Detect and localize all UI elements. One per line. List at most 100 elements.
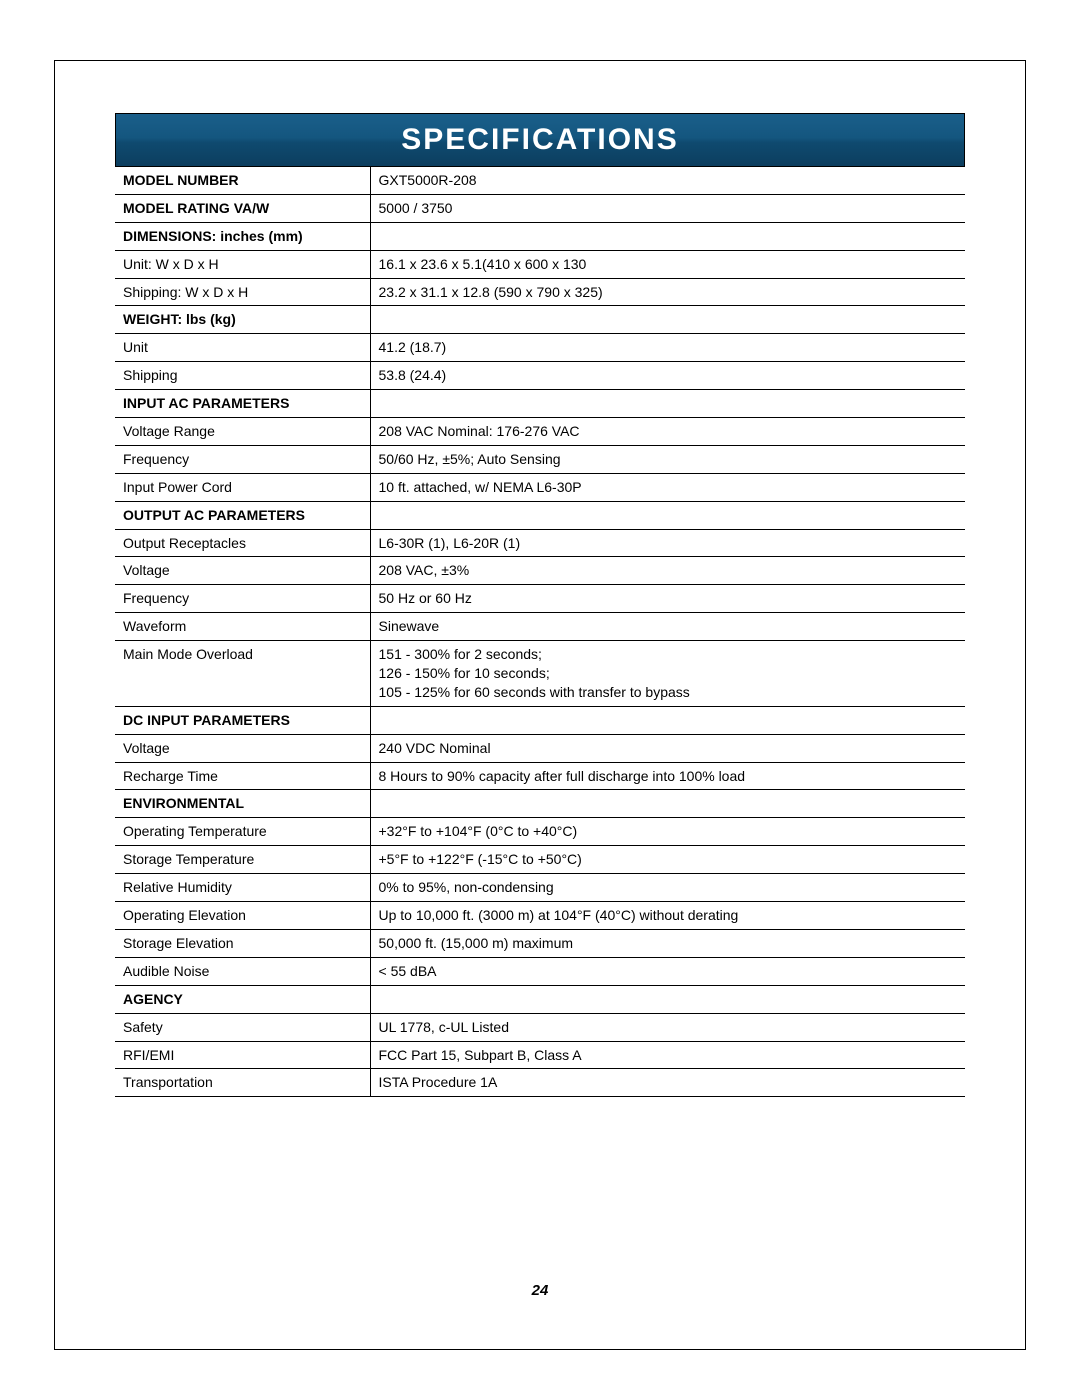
spec-value: 50/60 Hz, ±5%; Auto Sensing <box>370 445 965 473</box>
spec-value: Sinewave <box>370 613 965 641</box>
spec-label: Transportation <box>115 1069 370 1097</box>
specifications-table: MODEL NUMBERGXT5000R-208MODEL RATING VA/… <box>115 167 965 1097</box>
spec-label: Waveform <box>115 613 370 641</box>
table-row: WEIGHT: lbs (kg) <box>115 306 965 334</box>
table-row: Audible Noise< 55 dBA <box>115 957 965 985</box>
spec-value: 16.1 x 23.6 x 5.1(410 x 600 x 130 <box>370 250 965 278</box>
spec-value: 208 VAC, ±3% <box>370 557 965 585</box>
spec-label: Input Power Cord <box>115 473 370 501</box>
table-row: Unit: W x D x H16.1 x 23.6 x 5.1(410 x 6… <box>115 250 965 278</box>
page-frame: SPECIFICATIONS MODEL NUMBERGXT5000R-208M… <box>54 60 1026 1350</box>
spec-label: Operating Temperature <box>115 818 370 846</box>
table-row: RFI/EMIFCC Part 15, Subpart B, Class A <box>115 1041 965 1069</box>
table-row: MODEL NUMBERGXT5000R-208 <box>115 167 965 194</box>
table-row: Operating Temperature+32°F to +104°F (0°… <box>115 818 965 846</box>
spec-label: Operating Elevation <box>115 902 370 930</box>
spec-label: RFI/EMI <box>115 1041 370 1069</box>
spec-label: Main Mode Overload <box>115 641 370 707</box>
spec-label: Safety <box>115 1013 370 1041</box>
table-row: Input Power Cord10 ft. attached, w/ NEMA… <box>115 473 965 501</box>
table-row: DC INPUT PARAMETERS <box>115 706 965 734</box>
spec-value: 41.2 (18.7) <box>370 334 965 362</box>
spec-label: Audible Noise <box>115 957 370 985</box>
table-row: DIMENSIONS: inches (mm) <box>115 222 965 250</box>
spec-label: MODEL RATING VA/W <box>115 194 370 222</box>
spec-value <box>370 501 965 529</box>
spec-value: 5000 / 3750 <box>370 194 965 222</box>
spec-label: Unit: W x D x H <box>115 250 370 278</box>
spec-label: Unit <box>115 334 370 362</box>
spec-value: ISTA Procedure 1A <box>370 1069 965 1097</box>
table-row: MODEL RATING VA/W5000 / 3750 <box>115 194 965 222</box>
table-row: SafetyUL 1778, c-UL Listed <box>115 1013 965 1041</box>
spec-value <box>370 985 965 1013</box>
table-row: TransportationISTA Procedure 1A <box>115 1069 965 1097</box>
spec-value: < 55 dBA <box>370 957 965 985</box>
spec-value: 151 - 300% for 2 seconds;126 - 150% for … <box>370 641 965 707</box>
table-row: Voltage Range208 VAC Nominal: 176-276 VA… <box>115 418 965 446</box>
spec-value <box>370 306 965 334</box>
spec-value: 53.8 (24.4) <box>370 362 965 390</box>
spec-label: Shipping <box>115 362 370 390</box>
spec-value <box>370 790 965 818</box>
spec-value: +5°F to +122°F (-15°C to +50°C) <box>370 846 965 874</box>
spec-value: 50 Hz or 60 Hz <box>370 585 965 613</box>
table-row: Recharge Time8 Hours to 90% capacity aft… <box>115 762 965 790</box>
spec-value: 23.2 x 31.1 x 12.8 (590 x 790 x 325) <box>370 278 965 306</box>
table-row: Relative Humidity0% to 95%, non-condensi… <box>115 874 965 902</box>
table-row: Storage Elevation50,000 ft. (15,000 m) m… <box>115 929 965 957</box>
spec-label: Voltage Range <box>115 418 370 446</box>
content-area: SPECIFICATIONS MODEL NUMBERGXT5000R-208M… <box>55 61 1025 1097</box>
spec-value: Up to 10,000 ft. (3000 m) at 104°F (40°C… <box>370 902 965 930</box>
spec-label: Frequency <box>115 585 370 613</box>
table-row: Shipping: W x D x H23.2 x 31.1 x 12.8 (5… <box>115 278 965 306</box>
spec-value <box>370 390 965 418</box>
table-row: Voltage208 VAC, ±3% <box>115 557 965 585</box>
spec-label: Output Receptacles <box>115 529 370 557</box>
spec-label: AGENCY <box>115 985 370 1013</box>
spec-value <box>370 706 965 734</box>
spec-label: MODEL NUMBER <box>115 167 370 194</box>
title-banner: SPECIFICATIONS <box>115 113 965 167</box>
spec-value: FCC Part 15, Subpart B, Class A <box>370 1041 965 1069</box>
table-row: INPUT AC PARAMETERS <box>115 390 965 418</box>
spec-label: DC INPUT PARAMETERS <box>115 706 370 734</box>
table-row: Frequency50/60 Hz, ±5%; Auto Sensing <box>115 445 965 473</box>
page-title: SPECIFICATIONS <box>401 123 678 157</box>
table-row: Shipping53.8 (24.4) <box>115 362 965 390</box>
spec-value: 8 Hours to 90% capacity after full disch… <box>370 762 965 790</box>
spec-value: 0% to 95%, non-condensing <box>370 874 965 902</box>
spec-label: ENVIRONMENTAL <box>115 790 370 818</box>
spec-label: Shipping: W x D x H <box>115 278 370 306</box>
table-row: Storage Temperature+5°F to +122°F (-15°C… <box>115 846 965 874</box>
spec-value <box>370 222 965 250</box>
table-row: Operating ElevationUp to 10,000 ft. (300… <box>115 902 965 930</box>
spec-label: Relative Humidity <box>115 874 370 902</box>
spec-label: Voltage <box>115 557 370 585</box>
spec-label: WEIGHT: lbs (kg) <box>115 306 370 334</box>
spec-label: Storage Elevation <box>115 929 370 957</box>
spec-value: 50,000 ft. (15,000 m) maximum <box>370 929 965 957</box>
spec-label: Storage Temperature <box>115 846 370 874</box>
spec-value: GXT5000R-208 <box>370 167 965 194</box>
table-row: Main Mode Overload151 - 300% for 2 secon… <box>115 641 965 707</box>
spec-label: INPUT AC PARAMETERS <box>115 390 370 418</box>
table-row: ENVIRONMENTAL <box>115 790 965 818</box>
spec-label: OUTPUT AC PARAMETERS <box>115 501 370 529</box>
spec-label: Recharge Time <box>115 762 370 790</box>
spec-value: 208 VAC Nominal: 176-276 VAC <box>370 418 965 446</box>
spec-label: Frequency <box>115 445 370 473</box>
spec-value: 240 VDC Nominal <box>370 734 965 762</box>
table-row: Frequency50 Hz or 60 Hz <box>115 585 965 613</box>
spec-label: Voltage <box>115 734 370 762</box>
table-row: WaveformSinewave <box>115 613 965 641</box>
page-number: 24 <box>55 1282 1025 1299</box>
spec-value: +32°F to +104°F (0°C to +40°C) <box>370 818 965 846</box>
table-row: Unit41.2 (18.7) <box>115 334 965 362</box>
table-row: OUTPUT AC PARAMETERS <box>115 501 965 529</box>
spec-value: UL 1778, c-UL Listed <box>370 1013 965 1041</box>
table-row: Voltage240 VDC Nominal <box>115 734 965 762</box>
spec-value: 10 ft. attached, w/ NEMA L6-30P <box>370 473 965 501</box>
table-row: AGENCY <box>115 985 965 1013</box>
spec-label: DIMENSIONS: inches (mm) <box>115 222 370 250</box>
